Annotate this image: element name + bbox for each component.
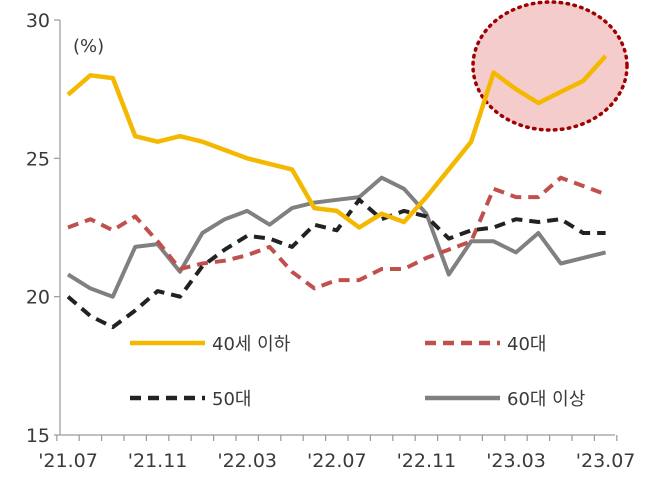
x-tick-label: '22.11 — [397, 450, 457, 472]
highlight-circle — [471, 0, 629, 132]
y-tick-label: 30 — [26, 10, 50, 32]
y-tick-label: 25 — [26, 148, 50, 170]
y-tick-label: 15 — [26, 425, 50, 447]
series-line-4 — [66, 175, 607, 299]
x-tick-label: '22.07 — [307, 450, 367, 472]
legend-label-2: 40대 — [507, 334, 546, 355]
legend-label-1: 40세 이하 — [212, 334, 291, 355]
series-line-1 — [66, 54, 608, 230]
series-line-2 — [67, 175, 607, 291]
legend-label-4: 60대 이상 — [507, 389, 585, 410]
series-line-3 — [66, 197, 606, 330]
x-tick-label: '23.03 — [486, 450, 546, 472]
x-tick-label: '21.07 — [38, 450, 98, 472]
legend-label-3: 50대 — [212, 389, 251, 410]
x-tick-label: '22.03 — [217, 450, 277, 472]
x-tick-label: '23.07 — [576, 450, 636, 472]
x-tick-label: '21.11 — [128, 450, 188, 472]
y-tick-label: 20 — [26, 287, 50, 309]
unit-label: (%) — [73, 36, 104, 57]
